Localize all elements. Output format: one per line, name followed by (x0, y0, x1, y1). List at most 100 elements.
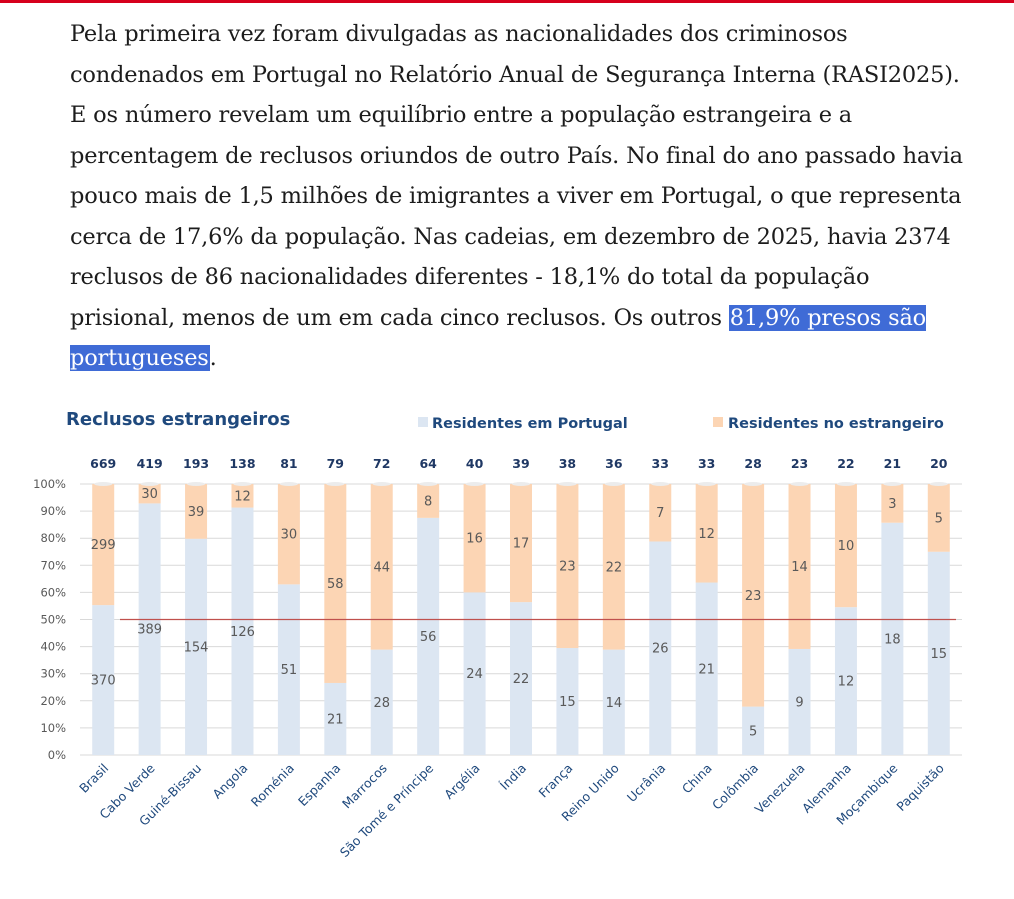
total-label: 28 (744, 456, 761, 471)
bar-top-cap (419, 482, 438, 486)
bar-residentes-estrangeiro (742, 484, 765, 707)
total-label: 138 (229, 456, 255, 471)
y-tick-label: 70% (40, 558, 66, 572)
bar-residentes-portugal (649, 541, 672, 755)
bar-top-cap (326, 482, 345, 486)
value-label-estrangeiro: 30 (281, 528, 298, 543)
value-label-portugal: 126 (230, 625, 255, 640)
bar-top-cap (790, 482, 809, 486)
value-label-estrangeiro: 16 (466, 532, 483, 547)
category-label: São Tomé e Príncipe (337, 760, 437, 860)
bar-top-cap (604, 482, 623, 486)
value-label-estrangeiro: 58 (327, 577, 344, 592)
bar-residentes-estrangeiro (510, 484, 532, 603)
value-label-estrangeiro: 12 (698, 527, 715, 542)
value-label-portugal: 15 (559, 695, 576, 710)
bar-top-cap (140, 482, 159, 486)
bar-top-cap (233, 482, 252, 486)
bar-top-cap (187, 482, 206, 486)
total-label: 79 (327, 456, 344, 471)
bar-residentes-portugal (834, 607, 857, 755)
bar-top-cap (465, 482, 484, 486)
value-label-estrangeiro: 8 (424, 494, 432, 509)
bar-residentes-portugal (370, 649, 393, 755)
value-label-estrangeiro: 22 (606, 560, 623, 575)
chart-legend: Residentes em Portugal Residentes no est… (418, 416, 944, 432)
article-text-end: . (209, 345, 217, 371)
top-accent-bar (0, 0, 1014, 3)
bar-top-cap (279, 482, 298, 486)
value-label-estrangeiro: 23 (559, 560, 576, 575)
bar-residentes-estrangeiro (370, 484, 393, 650)
category-label: China (679, 761, 715, 797)
value-label-portugal: 21 (327, 712, 344, 727)
value-label-estrangeiro: 299 (91, 538, 116, 553)
y-tick-label: 100% (33, 477, 66, 491)
value-label-portugal: 22 (513, 672, 530, 687)
total-label: 36 (605, 456, 623, 471)
value-label-portugal: 15 (931, 647, 948, 662)
category-label: Brasil (76, 761, 111, 796)
legend-label-estrangeiro: Residentes no estrangeiro (728, 416, 944, 432)
bar-residentes-estrangeiro (92, 484, 115, 606)
value-label-estrangeiro: 30 (141, 487, 158, 502)
category-label: Venezuela (752, 761, 808, 817)
bar-residentes-portugal (185, 538, 208, 755)
value-label-estrangeiro: 44 (373, 560, 390, 575)
bar-residentes-portugal (742, 706, 765, 755)
bar-residentes-portugal (417, 517, 440, 755)
total-label: 33 (698, 456, 715, 471)
legend-label-portugal: Residentes em Portugal (432, 416, 628, 432)
value-label-estrangeiro: 14 (791, 560, 808, 575)
y-tick-label: 10% (40, 721, 66, 735)
bar-residentes-portugal (881, 522, 904, 755)
value-label-portugal: 51 (281, 663, 298, 678)
value-label-estrangeiro: 7 (656, 506, 664, 521)
value-label-portugal: 18 (884, 632, 901, 647)
bar-residentes-portugal (463, 592, 486, 755)
total-label: 72 (373, 456, 390, 471)
value-label-estrangeiro: 39 (188, 505, 205, 520)
bar-residentes-portugal (510, 602, 532, 755)
reclusos-chart: Reclusos estrangeiros Residentes em Port… (33, 409, 962, 860)
bar-residentes-estrangeiro (556, 484, 579, 649)
bar-residentes-portugal (324, 682, 347, 755)
value-label-portugal: 24 (466, 667, 483, 682)
value-label-portugal: 28 (373, 696, 390, 711)
y-tick-label: 20% (40, 694, 66, 708)
total-label: 39 (512, 456, 529, 471)
value-label-portugal: 154 (184, 640, 209, 655)
bar-residentes-estrangeiro (185, 484, 208, 539)
value-label-estrangeiro: 23 (745, 589, 762, 604)
category-label: Espanha (295, 761, 343, 809)
bar-residentes-estrangeiro (231, 484, 254, 508)
bar-top-cap (744, 482, 763, 486)
total-label: 22 (837, 456, 854, 471)
bar-residentes-estrangeiro (695, 484, 718, 583)
bar-residentes-estrangeiro (649, 484, 672, 542)
category-label: Paquistão (893, 761, 947, 815)
value-label-portugal: 9 (795, 695, 803, 710)
y-tick-label: 40% (40, 640, 66, 654)
bar-residentes-portugal (92, 605, 115, 755)
y-tick-label: 0% (48, 748, 66, 762)
value-label-portugal: 56 (420, 630, 437, 645)
total-label: 193 (183, 456, 209, 471)
value-label-portugal: 370 (91, 674, 116, 689)
bar-top-cap (372, 482, 391, 486)
bar-top-cap (558, 482, 577, 486)
bar-residentes-estrangeiro (927, 484, 950, 552)
value-label-estrangeiro: 10 (838, 539, 855, 554)
total-label: 64 (419, 456, 437, 471)
bar-residentes-estrangeiro (138, 484, 161, 504)
total-label: 38 (559, 456, 576, 471)
y-tick-label: 30% (40, 667, 66, 681)
article-text: Pela primeira vez foram divulgadas as na… (70, 21, 963, 331)
chart-title: Reclusos estrangeiros (66, 409, 290, 430)
bar-residentes-estrangeiro (277, 484, 300, 585)
bar-top-cap (697, 482, 716, 486)
y-tick-label: 60% (40, 585, 66, 599)
bar-top-cap (929, 482, 948, 486)
bar-residentes-portugal (231, 507, 254, 755)
bar-residentes-estrangeiro (463, 484, 486, 593)
